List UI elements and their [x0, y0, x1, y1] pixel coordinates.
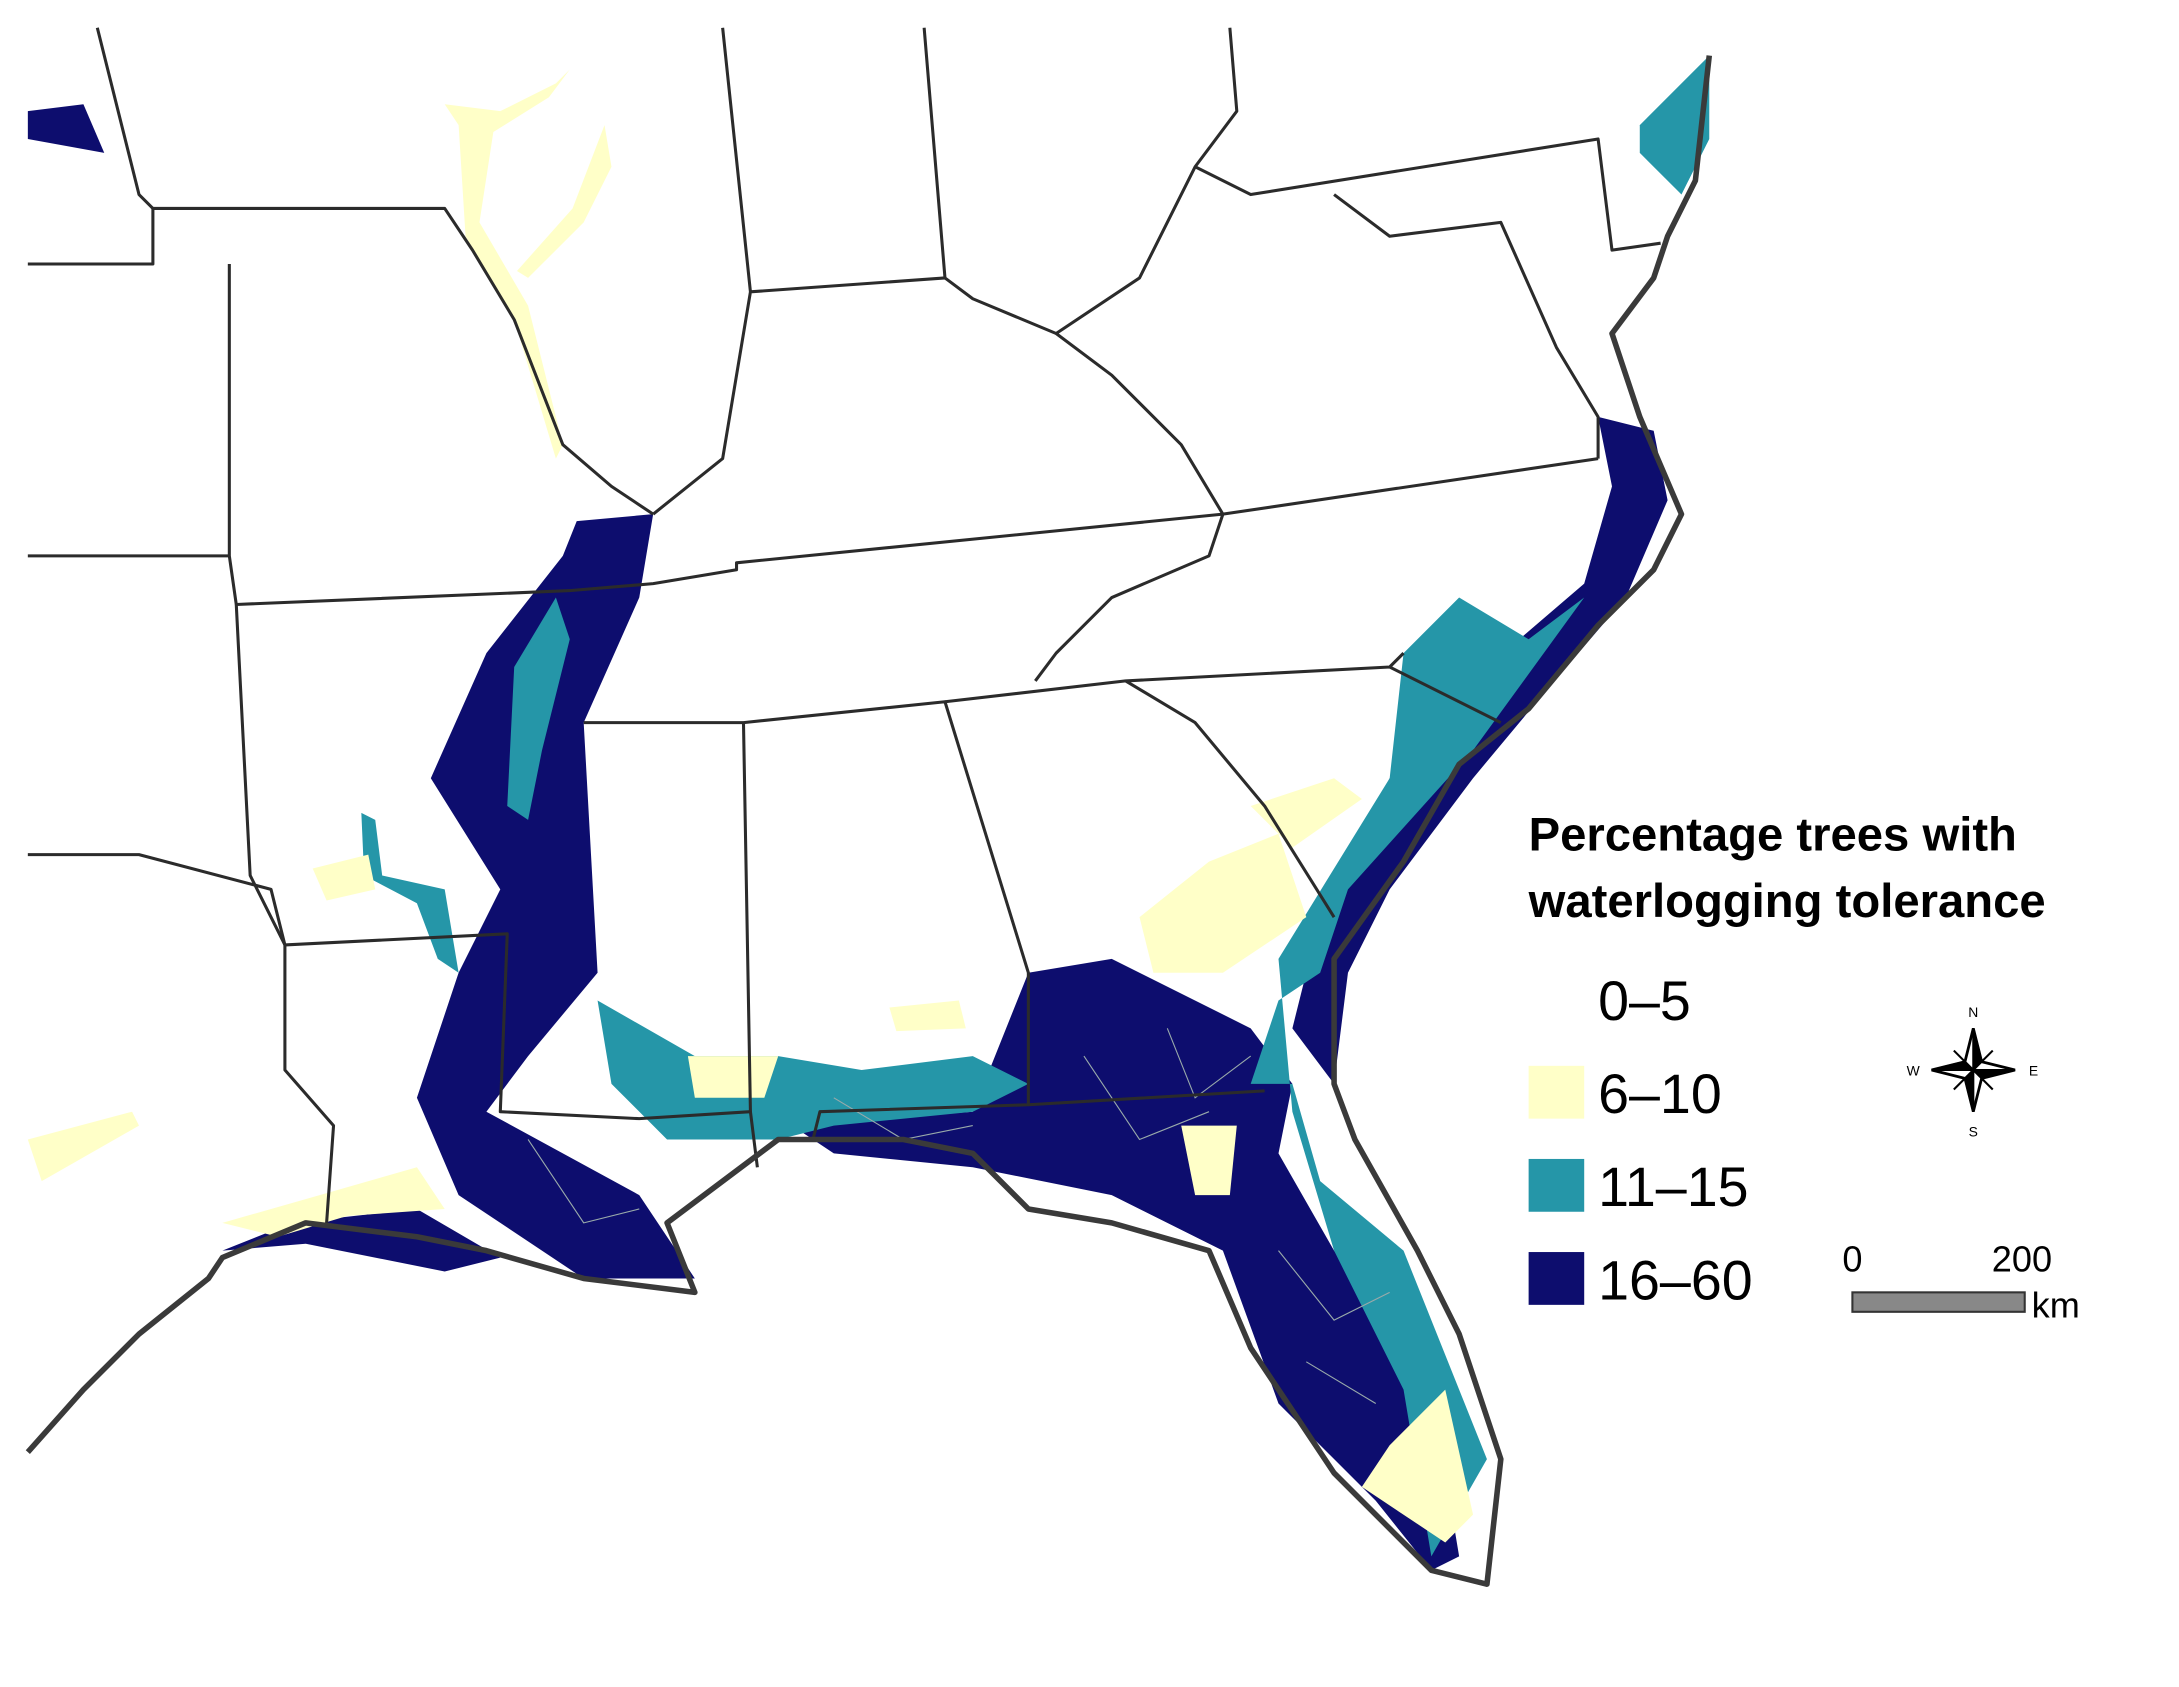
compass-e: E [2029, 1063, 2038, 1079]
scale-unit: km [2032, 1284, 2080, 1325]
region-6-10 [1181, 1125, 1237, 1196]
region-6-10 [516, 125, 612, 278]
region-11-15 [1639, 55, 1710, 195]
region-6-10 [27, 1111, 139, 1182]
legend-label: 6–10 [1598, 1063, 1722, 1125]
compass-w: W [1907, 1063, 1921, 1079]
legend: Percentage trees with waterlogging toler… [1528, 808, 2046, 1311]
region-6-10 [1139, 833, 1307, 973]
compass-s: S [1969, 1124, 1978, 1140]
region-6-10 [1361, 1389, 1474, 1543]
legend-label: 11–15 [1598, 1156, 1748, 1218]
region-11-15 [1250, 597, 1585, 1557]
legend-label: 0–5 [1598, 970, 1691, 1032]
region-16-60 [416, 514, 695, 1279]
region-6-10 [222, 1167, 445, 1237]
compass: N S E W [1907, 1004, 2039, 1140]
region-11-15 [597, 1000, 1029, 1140]
sub-boundaries [527, 1028, 1390, 1404]
region-16-60 [27, 104, 105, 153]
region-11-15 [507, 597, 570, 820]
region-11-15 [361, 812, 459, 973]
legend-label: 16–60 [1598, 1249, 1753, 1311]
region-6-10 [444, 69, 570, 459]
legend-title: Percentage trees with [1529, 808, 2017, 861]
legend-swatch [1528, 1252, 1585, 1305]
legend-title: waterlogging tolerance [1528, 875, 2046, 928]
state-borders [27, 27, 1661, 1223]
legend-swatch [1528, 1065, 1585, 1119]
region-6-10 [687, 1056, 779, 1098]
legend-swatch [1528, 972, 1585, 1026]
scale-bar-rect [1851, 1291, 2026, 1313]
scale-bar: 0 200 km [1842, 1239, 2079, 1326]
region-6-10 [312, 854, 376, 901]
scale-end: 200 [1992, 1239, 2052, 1280]
region-6-10 [889, 1000, 966, 1032]
legend-swatch [1528, 1158, 1585, 1212]
scale-start: 0 [1842, 1239, 1862, 1280]
compass-n: N [1968, 1004, 1978, 1020]
coastline [25, 55, 1713, 1587]
